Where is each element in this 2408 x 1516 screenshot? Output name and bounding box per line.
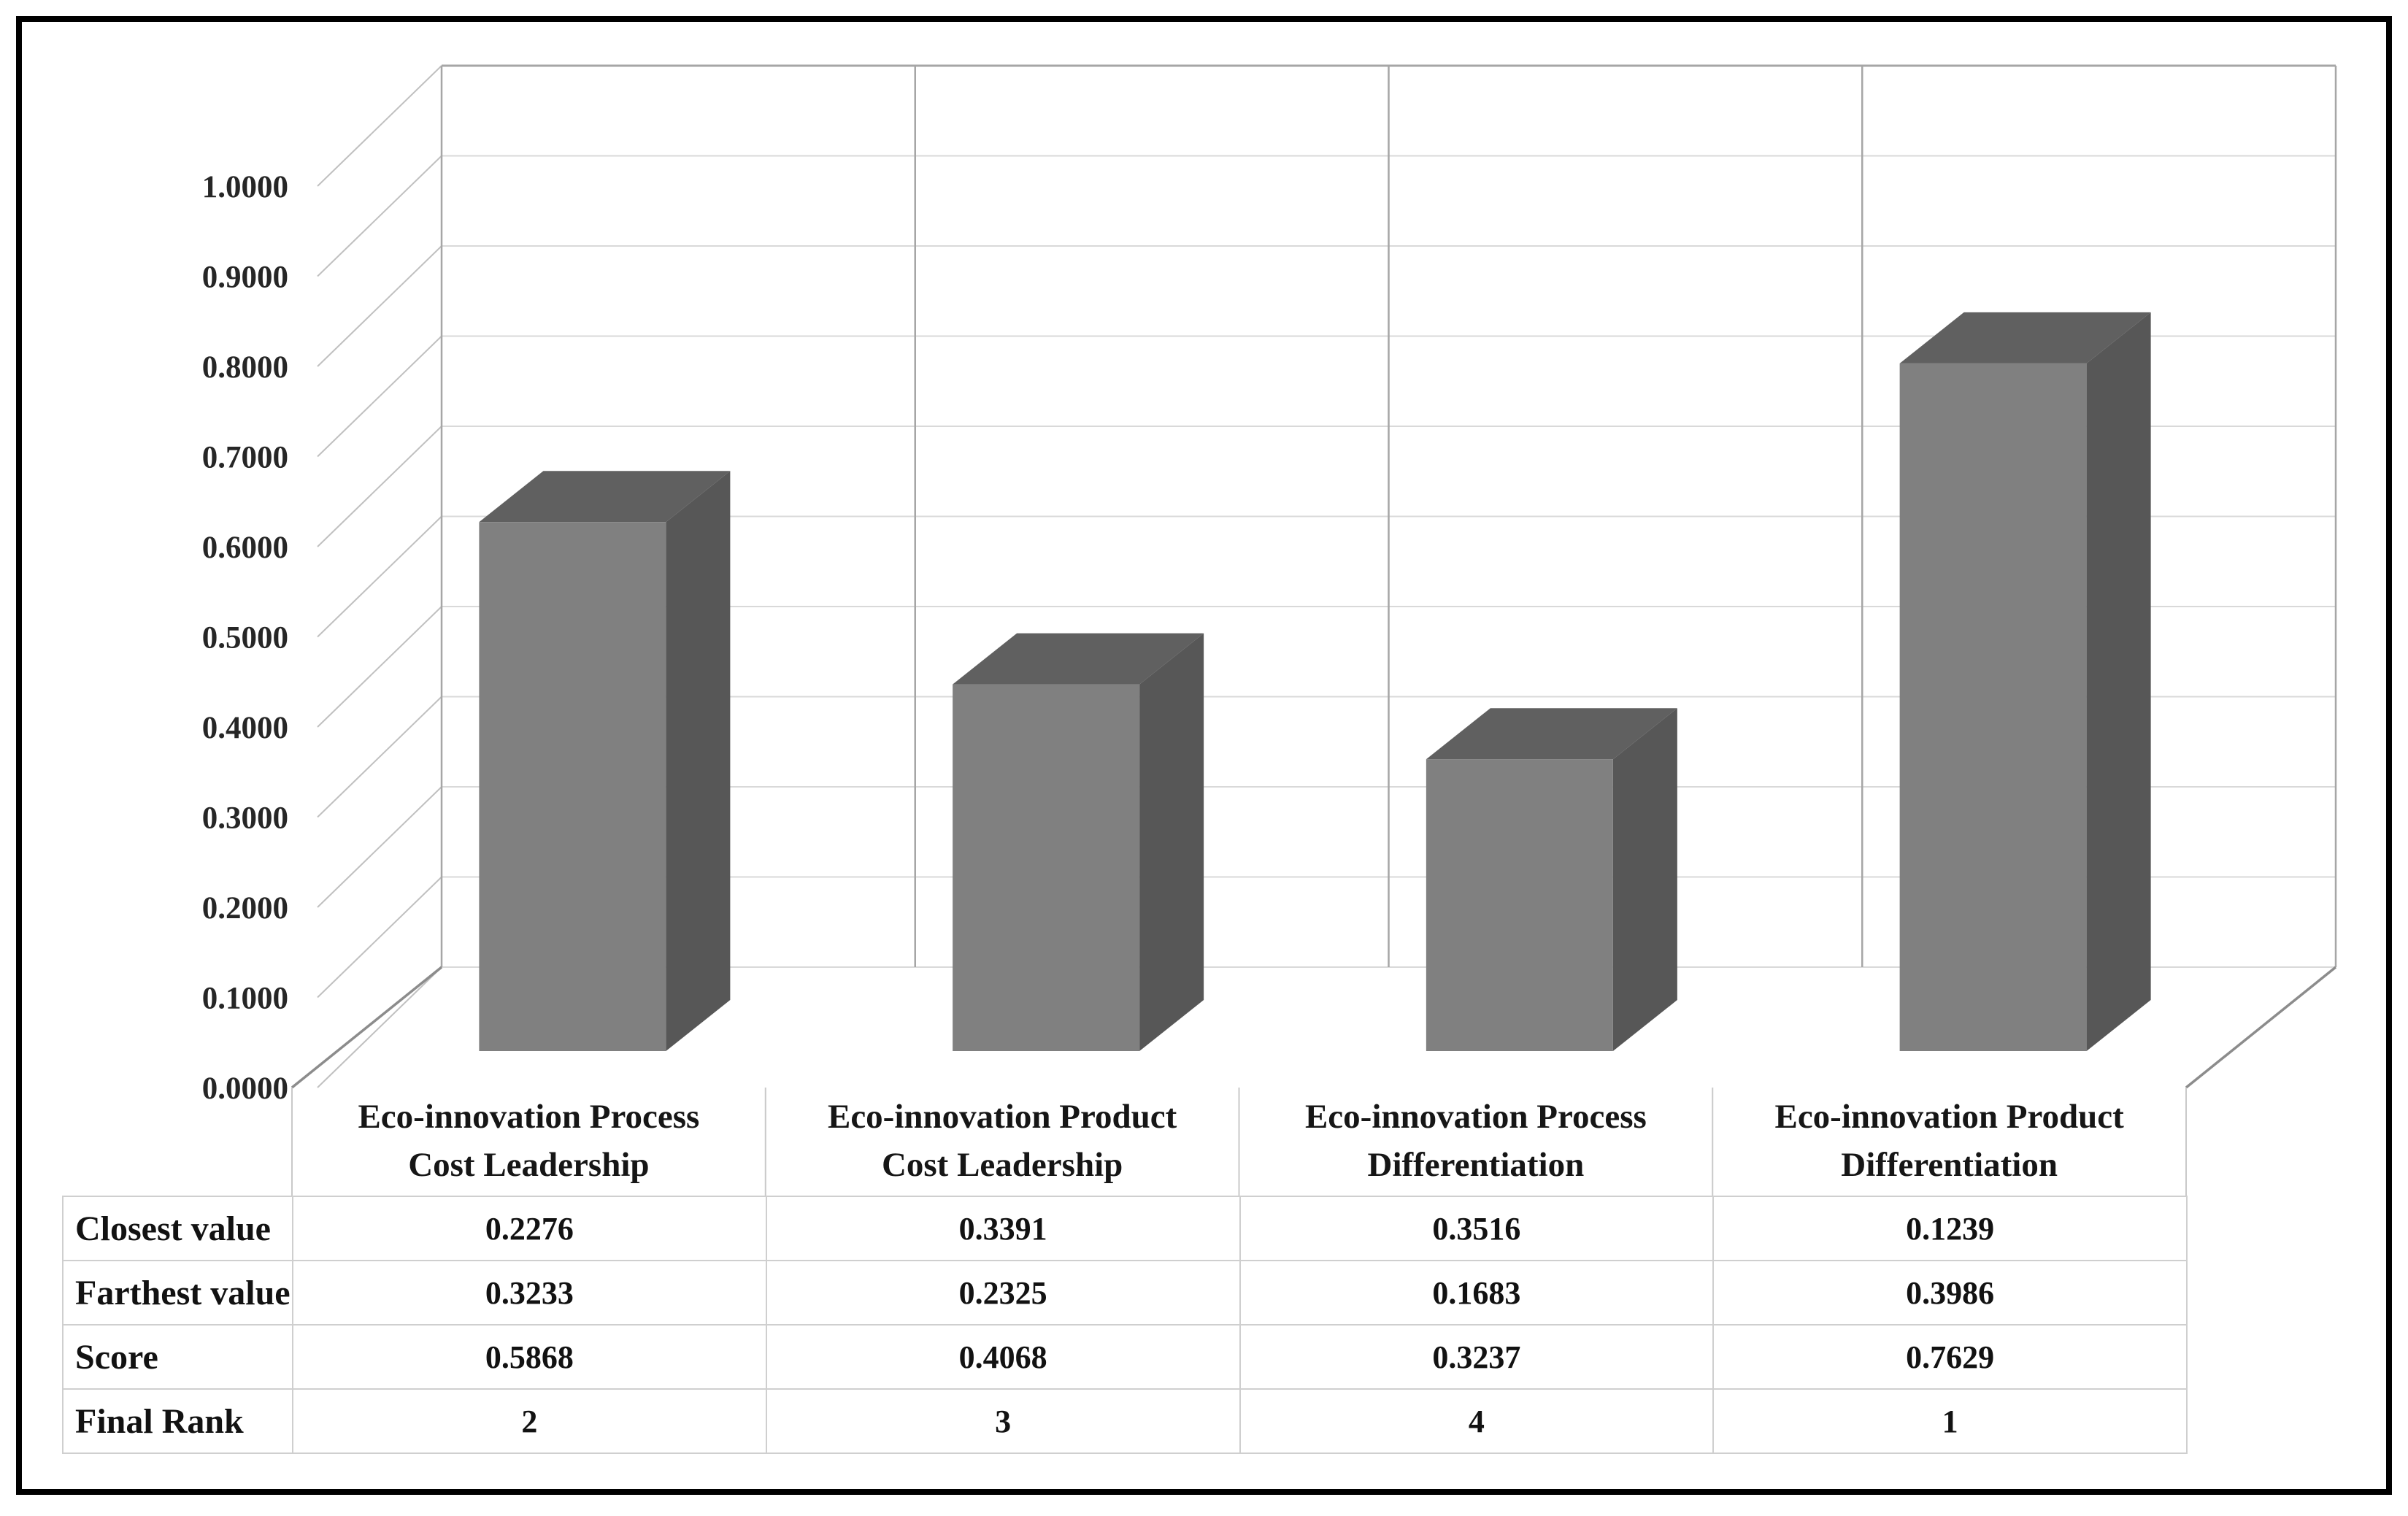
table-row: Farthest value 0.3233 0.2325 0.1683 0.3986 <box>62 1260 2188 1325</box>
table-row: Score 0.5868 0.4068 0.3237 0.7629 <box>62 1324 2188 1390</box>
bar-column <box>1426 708 1677 1051</box>
bar-top-face <box>479 471 731 523</box>
bar-column <box>479 471 731 1051</box>
bar-front-face <box>953 684 1140 1051</box>
y-axis-label: 0.0000 <box>202 1071 288 1106</box>
bar-top-face <box>1426 708 1677 760</box>
value-cell: 0.5868 <box>292 1324 767 1390</box>
y-axis-tick-line <box>317 696 442 818</box>
floor-right-edge <box>2185 966 2337 1089</box>
value-cell: 0.3233 <box>292 1260 767 1325</box>
row-header-cell: Farthest value <box>62 1260 293 1325</box>
category-label: Eco-innovation Process Differentiation <box>1304 1098 1647 1184</box>
value-cell: 0.2276 <box>292 1196 767 1261</box>
bar-side-face <box>666 471 731 1051</box>
y-axis-label: 0.9000 <box>202 261 288 295</box>
bar-column <box>1899 312 2151 1052</box>
table-row: Final Rank 2 3 4 1 <box>62 1388 2188 1454</box>
bar-top-face <box>1899 312 2151 363</box>
value-cell: 0.3986 <box>1712 1260 2188 1325</box>
y-axis-label: 0.8000 <box>202 350 288 385</box>
y-axis-tick-line <box>317 155 442 277</box>
y-axis-tick-line <box>317 876 442 999</box>
value-cell: 1 <box>1712 1388 2188 1454</box>
value-cell: 0.7629 <box>1712 1324 2188 1390</box>
value-cell: 3 <box>765 1388 1241 1454</box>
value-cell: 2 <box>292 1388 767 1454</box>
table-row: Closest value 0.2276 0.3391 0.3516 0.1239 <box>62 1196 2188 1261</box>
bar-side-face <box>1139 633 1204 1051</box>
bar-side-face <box>2086 312 2151 1052</box>
y-axis-tick-line <box>317 606 442 728</box>
bar-column <box>953 633 1204 1051</box>
y-axis-label: 0.3000 <box>202 801 288 836</box>
value-cell: 0.1683 <box>1239 1260 1715 1325</box>
y-axis-tick-line <box>317 786 442 908</box>
bar-top-face <box>953 633 1204 685</box>
bar-side-face <box>1612 708 1677 1051</box>
y-axis-label: 1.0000 <box>202 170 288 204</box>
value-cell: 0.2325 <box>765 1260 1241 1325</box>
y-axis-label: 0.4000 <box>202 711 288 745</box>
row-header-cell: Score <box>62 1324 293 1390</box>
category-label: Eco-innovation Product Cost Leadership <box>827 1098 1177 1184</box>
row-header-cell: Final Rank <box>62 1388 293 1454</box>
bar-front-face <box>1426 759 1613 1051</box>
data-table: Closest value 0.2276 0.3391 0.3516 0.1239 Far… <box>62 1196 2188 1454</box>
value-cell: 0.3391 <box>765 1196 1241 1261</box>
category-label: Eco-innovation Process Cost Leadership <box>358 1098 700 1184</box>
value-cell: 0.3237 <box>1239 1324 1715 1390</box>
bar-front-face <box>1899 363 2087 1052</box>
y-axis-label: 0.5000 <box>202 621 288 655</box>
row-header-cell: Closest value <box>62 1196 293 1261</box>
y-axis-label: 0.6000 <box>202 531 288 565</box>
category-label: Eco-innovation Product Differentiation <box>1774 1098 2124 1184</box>
y-axis-label: 0.2000 <box>202 891 288 926</box>
figure-border <box>16 16 2392 1495</box>
y-axis-tick-line <box>317 966 442 1088</box>
bar-front-face <box>479 522 666 1051</box>
value-cell: 0.1239 <box>1712 1196 2188 1261</box>
floor-left-edge <box>291 966 443 1089</box>
value-cell: 4 <box>1239 1388 1715 1454</box>
y-axis-tick-line <box>317 426 442 547</box>
y-axis-tick-line <box>317 65 442 187</box>
y-axis-tick-line <box>317 515 442 638</box>
y-axis-label: 0.7000 <box>202 441 288 475</box>
value-cell: 0.4068 <box>765 1324 1241 1390</box>
y-axis-label: 0.1000 <box>202 982 288 1016</box>
y-axis-tick-line <box>317 335 442 458</box>
y-axis-tick-line <box>317 245 442 367</box>
value-cell: 0.3516 <box>1239 1196 1715 1261</box>
